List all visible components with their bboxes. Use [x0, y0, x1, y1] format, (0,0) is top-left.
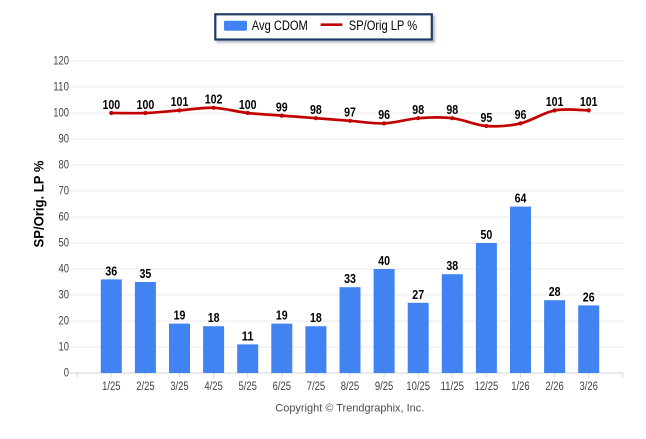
svg-text:80: 80 — [59, 159, 70, 171]
svg-text:100: 100 — [137, 98, 155, 112]
svg-text:110: 110 — [53, 81, 69, 93]
svg-text:36: 36 — [105, 264, 117, 278]
svg-text:0: 0 — [64, 367, 69, 379]
svg-text:98: 98 — [310, 103, 322, 117]
svg-text:Avg CDOM: Avg CDOM — [252, 18, 308, 33]
svg-text:3/26: 3/26 — [580, 381, 598, 393]
svg-text:SP/Orig. LP %: SP/Orig. LP % — [32, 161, 47, 248]
svg-text:30: 30 — [59, 289, 70, 301]
svg-text:11: 11 — [242, 329, 254, 343]
svg-text:40: 40 — [59, 263, 70, 275]
svg-text:18: 18 — [310, 311, 322, 325]
svg-text:35: 35 — [140, 267, 152, 281]
svg-text:120: 120 — [53, 55, 69, 67]
svg-text:28: 28 — [549, 285, 561, 299]
svg-text:9/25: 9/25 — [375, 381, 393, 393]
svg-text:100: 100 — [239, 98, 257, 112]
svg-text:27: 27 — [412, 288, 424, 302]
svg-text:95: 95 — [481, 111, 493, 125]
svg-text:33: 33 — [344, 272, 356, 286]
svg-text:10/25: 10/25 — [406, 381, 430, 393]
svg-text:97: 97 — [344, 106, 356, 120]
svg-text:7/25: 7/25 — [307, 381, 325, 393]
svg-text:Copyright © Trendgraphix, Inc.: Copyright © Trendgraphix, Inc. — [275, 402, 424, 414]
svg-text:2/25: 2/25 — [136, 381, 154, 393]
svg-text:19: 19 — [174, 309, 186, 323]
svg-text:70: 70 — [59, 185, 70, 197]
svg-text:96: 96 — [378, 108, 390, 122]
svg-text:19: 19 — [276, 309, 288, 323]
svg-text:2/26: 2/26 — [545, 381, 563, 393]
svg-text:96: 96 — [515, 108, 527, 122]
svg-text:12/25: 12/25 — [475, 381, 499, 393]
svg-text:3/25: 3/25 — [170, 381, 188, 393]
svg-text:40: 40 — [378, 254, 390, 268]
svg-text:102: 102 — [205, 93, 223, 107]
svg-text:SP/Orig LP %: SP/Orig LP % — [349, 18, 417, 33]
svg-text:101: 101 — [580, 95, 598, 109]
svg-text:100: 100 — [53, 107, 69, 119]
svg-text:1/26: 1/26 — [511, 381, 529, 393]
svg-text:18: 18 — [208, 311, 220, 325]
svg-text:5/25: 5/25 — [239, 381, 257, 393]
svg-text:50: 50 — [481, 228, 493, 242]
svg-text:60: 60 — [59, 211, 70, 223]
svg-text:20: 20 — [59, 315, 70, 327]
svg-text:4/25: 4/25 — [204, 381, 222, 393]
svg-text:101: 101 — [171, 95, 189, 109]
svg-text:98: 98 — [412, 103, 424, 117]
svg-text:64: 64 — [515, 192, 527, 206]
svg-text:38: 38 — [446, 259, 458, 273]
svg-text:101: 101 — [546, 95, 564, 109]
svg-text:1/25: 1/25 — [102, 381, 120, 393]
svg-text:8/25: 8/25 — [341, 381, 359, 393]
svg-text:100: 100 — [102, 98, 120, 112]
svg-text:11/25: 11/25 — [441, 381, 465, 393]
svg-text:50: 50 — [59, 237, 70, 249]
svg-text:26: 26 — [583, 290, 595, 304]
svg-text:99: 99 — [276, 100, 288, 114]
svg-text:6/25: 6/25 — [273, 381, 291, 393]
svg-text:98: 98 — [446, 103, 458, 117]
svg-text:90: 90 — [59, 133, 70, 145]
svg-text:10: 10 — [59, 341, 70, 353]
